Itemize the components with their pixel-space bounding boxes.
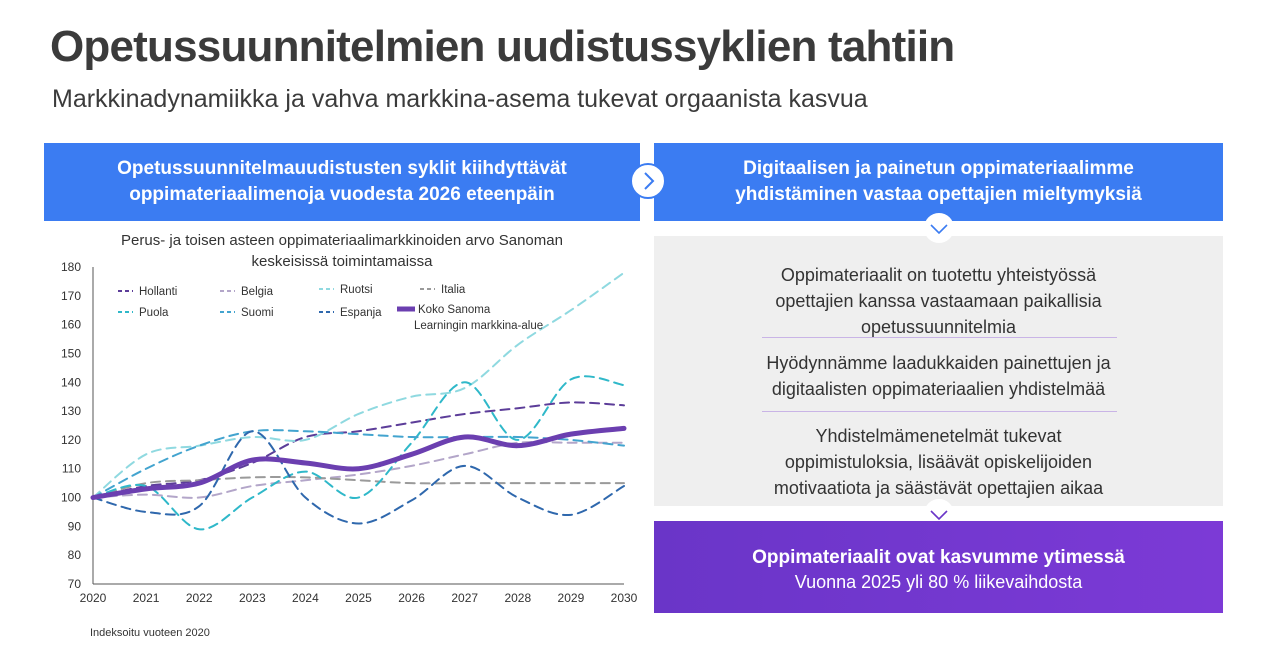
x-tick-label: 2022	[186, 591, 213, 605]
y-tick-label: 180	[61, 260, 81, 274]
chart-area: Perus- ja toisen asteen oppimateriaalima…	[44, 222, 640, 642]
x-tick-label: 2023	[239, 591, 266, 605]
y-tick-label: 150	[61, 346, 81, 360]
y-tick-label: 70	[68, 577, 82, 591]
chart-title: Perus- ja toisen asteen oppimateriaalima…	[72, 230, 612, 272]
x-tick-label: 2027	[451, 591, 478, 605]
page-title: Opetussuunnitelmien uudistussyklien taht…	[50, 22, 955, 71]
legend-label: Koko Sanoma	[418, 304, 491, 316]
legend-label: Espanja	[340, 307, 382, 319]
right-header-line-2: yhdistäminen vastaa opettajien mieltymyk…	[735, 184, 1142, 205]
x-tick-label: 2028	[504, 591, 531, 605]
divider	[762, 337, 1117, 338]
legend-label: Learningin markkina-alue	[414, 320, 543, 332]
x-tick-label: 2025	[345, 591, 372, 605]
x-tick-label: 2021	[133, 591, 160, 605]
series-line-belgia	[92, 440, 625, 499]
info-point-3-line-2: oppimistuloksia, lisäävät opiskelijoiden	[784, 452, 1093, 472]
chart-footnote: Indeksoitu vuoteen 2020	[90, 627, 210, 639]
y-tick-label: 110	[62, 462, 81, 476]
info-point-3-line-1: Yhdistelmämenetelmät tukevat	[815, 426, 1062, 446]
x-tick-label: 2020	[80, 591, 107, 605]
info-point-3: Yhdistelmämenetelmät tukevat oppimistulo…	[654, 423, 1223, 501]
series-line-ruotsi	[92, 271, 625, 499]
chevron-right-icon	[630, 163, 666, 199]
legend-label: Ruotsi	[340, 284, 373, 296]
info-point-3-line-3: motivaatiota ja säästävät opettajien aik…	[773, 478, 1104, 498]
x-tick-label: 2030	[611, 591, 638, 605]
x-tick-label: 2026	[398, 591, 425, 605]
info-box: Oppimateriaalit on tuotettu yhteistyössä…	[654, 236, 1223, 506]
info-point-1-line-3: opetussuunnitelmia	[860, 317, 1017, 337]
legend-label: Suomi	[241, 307, 274, 319]
y-tick-label: 90	[68, 519, 82, 533]
left-header-line-2: oppimateriaalimenoja vuodesta 2026 eteen…	[129, 184, 555, 205]
highlight-title: Oppimateriaalit ovat kasvumme ytimessä	[752, 547, 1125, 568]
info-point-1-line-2: opettajien kanssa vastaamaan paikallisia	[775, 291, 1102, 311]
series-line-espanja	[92, 430, 625, 525]
page-subtitle: Markkinadynamiikka ja vahva markkina-ase…	[52, 85, 868, 113]
legend-label: Puola	[139, 307, 169, 319]
legend-label: Hollanti	[139, 286, 177, 298]
series-line-koko-sanoma-learningin-markkina-alue	[90, 425, 627, 501]
chevron-down-icon	[924, 213, 954, 243]
chart-title-line-1: Perus- ja toisen asteen oppimateriaalima…	[121, 232, 563, 249]
left-panel-header: Opetussuunnitelmauudistusten syklit kiih…	[44, 143, 640, 221]
left-header-line-1: Opetussuunnitelmauudistusten syklit kiih…	[117, 158, 567, 179]
series-line-suomi	[92, 429, 625, 499]
right-panel-header: Digitaalisen ja painetun oppimateriaalim…	[654, 143, 1223, 221]
info-point-1: Oppimateriaalit on tuotettu yhteistyössä…	[654, 262, 1223, 340]
y-tick-label: 100	[61, 491, 81, 505]
x-tick-label: 2024	[292, 591, 319, 605]
info-point-2: Hyödynnämme laadukkaiden painettujen ja …	[654, 350, 1223, 402]
y-tick-label: 160	[61, 318, 81, 332]
highlight-box: Oppimateriaalit ovat kasvumme ytimessä V…	[654, 521, 1223, 613]
series-line-puola	[92, 375, 625, 531]
divider	[762, 411, 1117, 412]
highlight-subtitle: Vuonna 2025 yli 80 % liikevaihdosta	[794, 572, 1083, 592]
series-line-hollanti	[92, 401, 625, 499]
y-tick-label: 120	[61, 433, 81, 447]
line-chart: 70 80 90 100 110 120 130 140 150 160 170 180 2020 202…	[61, 260, 638, 605]
right-header-line-1: Digitaalisen ja painetun oppimateriaalim…	[743, 158, 1134, 179]
chart-title-line-2: keskeisissä toimintamaissa	[251, 253, 433, 270]
y-tick-label: 170	[61, 289, 81, 303]
y-tick-label: 130	[61, 404, 81, 418]
y-tick-label: 140	[61, 375, 81, 389]
info-point-2-line-2: digitaalisten oppimateriaalien yhdistelm…	[771, 379, 1106, 399]
legend-label: Belgia	[241, 286, 274, 298]
x-tick-label: 2029	[558, 591, 585, 605]
legend-label: Italia	[441, 284, 466, 296]
y-tick-label: 80	[68, 548, 82, 562]
info-point-2-line-1: Hyödynnämme laadukkaiden painettujen ja	[766, 353, 1111, 373]
info-point-1-line-1: Oppimateriaalit on tuotettu yhteistyössä	[780, 265, 1097, 285]
series-line-italia	[92, 476, 625, 499]
